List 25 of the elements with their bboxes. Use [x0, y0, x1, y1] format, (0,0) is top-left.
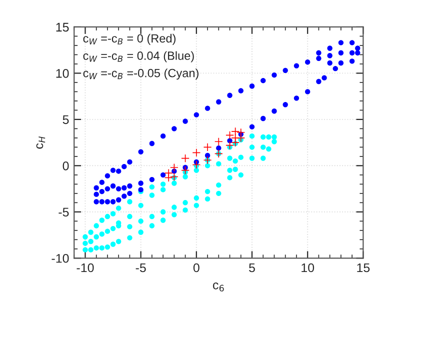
annotation: c$_{W}$ =-c$_{B}$ =-0.05 (Cyan): [83, 68, 198, 80]
y-tick-label: 10: [56, 68, 69, 78]
point: [170, 172, 178, 181]
point: [181, 166, 190, 175]
y-axis-title: c$_{H}$: [36, 136, 46, 149]
y-tick-label: -5: [58, 208, 69, 217]
y-tick-label: 0: [62, 161, 69, 170]
point: [181, 154, 190, 162]
x-tick-label: 15: [357, 263, 370, 272]
x-tick-label: 0: [193, 263, 200, 272]
annotation: c$_{W}$ =-c$_{B}$ = 0 (Red): [83, 34, 176, 45]
y-tick-label: -10: [52, 254, 69, 263]
point: [214, 137, 223, 146]
y-tick-label: 15: [56, 22, 69, 32]
x-tick-label: 5: [249, 263, 255, 272]
x-tick-label: -5: [136, 263, 146, 272]
point: [192, 148, 201, 157]
x-tick-label: 10: [302, 263, 314, 272]
point: [203, 142, 212, 152]
x-tick-label: -10: [76, 263, 94, 272]
y-tick-label: 5: [62, 115, 69, 124]
point: [164, 173, 173, 182]
x-axis-title: c$_{6}$: [213, 282, 224, 292]
point: [192, 160, 201, 169]
annotation: c$_{W}$ =-c$_{B}$ = 0.04 (Blue): [83, 51, 194, 62]
